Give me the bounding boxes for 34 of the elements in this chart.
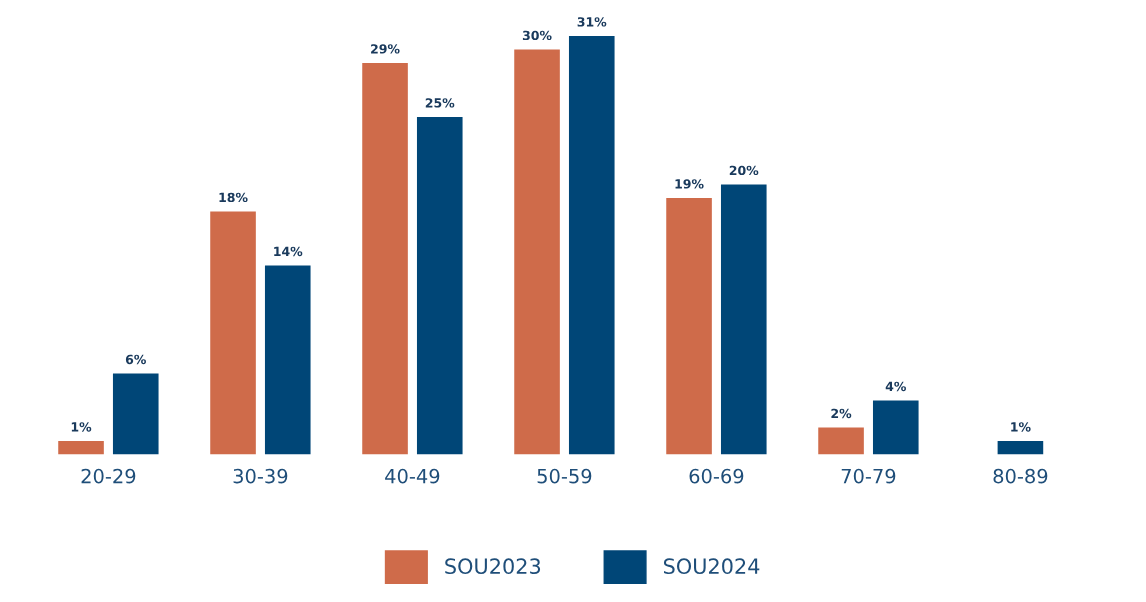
x-tick-label: 80-89 bbox=[993, 468, 1048, 484]
data-label: 19% bbox=[675, 179, 704, 189]
data-label: 2% bbox=[831, 408, 852, 419]
bar bbox=[112, 373, 159, 455]
x-tick-label: 30-39 bbox=[233, 468, 288, 484]
bar bbox=[666, 197, 712, 455]
bar bbox=[362, 62, 408, 455]
data-label: 25% bbox=[425, 98, 455, 108]
data-label: 4% bbox=[885, 381, 906, 392]
data-label: 20% bbox=[729, 165, 759, 176]
x-tick-label: 70-79 bbox=[841, 468, 896, 484]
data-label: 31% bbox=[577, 17, 607, 27]
data-label: 1% bbox=[71, 422, 92, 432]
bar bbox=[210, 211, 256, 455]
legend-label: SOU2023 bbox=[445, 558, 541, 575]
bar bbox=[872, 400, 919, 455]
bar bbox=[720, 184, 767, 455]
x-tick-label: 20-29 bbox=[81, 468, 136, 484]
x-tick-label: 40-49 bbox=[385, 468, 440, 484]
bar bbox=[514, 49, 560, 455]
data-label: 14% bbox=[274, 246, 303, 257]
bar bbox=[568, 35, 615, 455]
data-label: 18% bbox=[219, 192, 248, 203]
data-label: 29% bbox=[371, 44, 400, 54]
data-label: 6% bbox=[125, 354, 146, 365]
bar bbox=[264, 265, 311, 455]
bar bbox=[58, 441, 104, 455]
bar bbox=[818, 427, 864, 455]
data-label: 30% bbox=[522, 30, 552, 41]
legend-label: SOU2024 bbox=[663, 558, 760, 575]
data-label: 1% bbox=[1011, 422, 1031, 432]
x-tick-label: 60-69 bbox=[689, 468, 744, 484]
bar bbox=[416, 116, 463, 455]
x-tick-label: 50-59 bbox=[537, 468, 592, 484]
